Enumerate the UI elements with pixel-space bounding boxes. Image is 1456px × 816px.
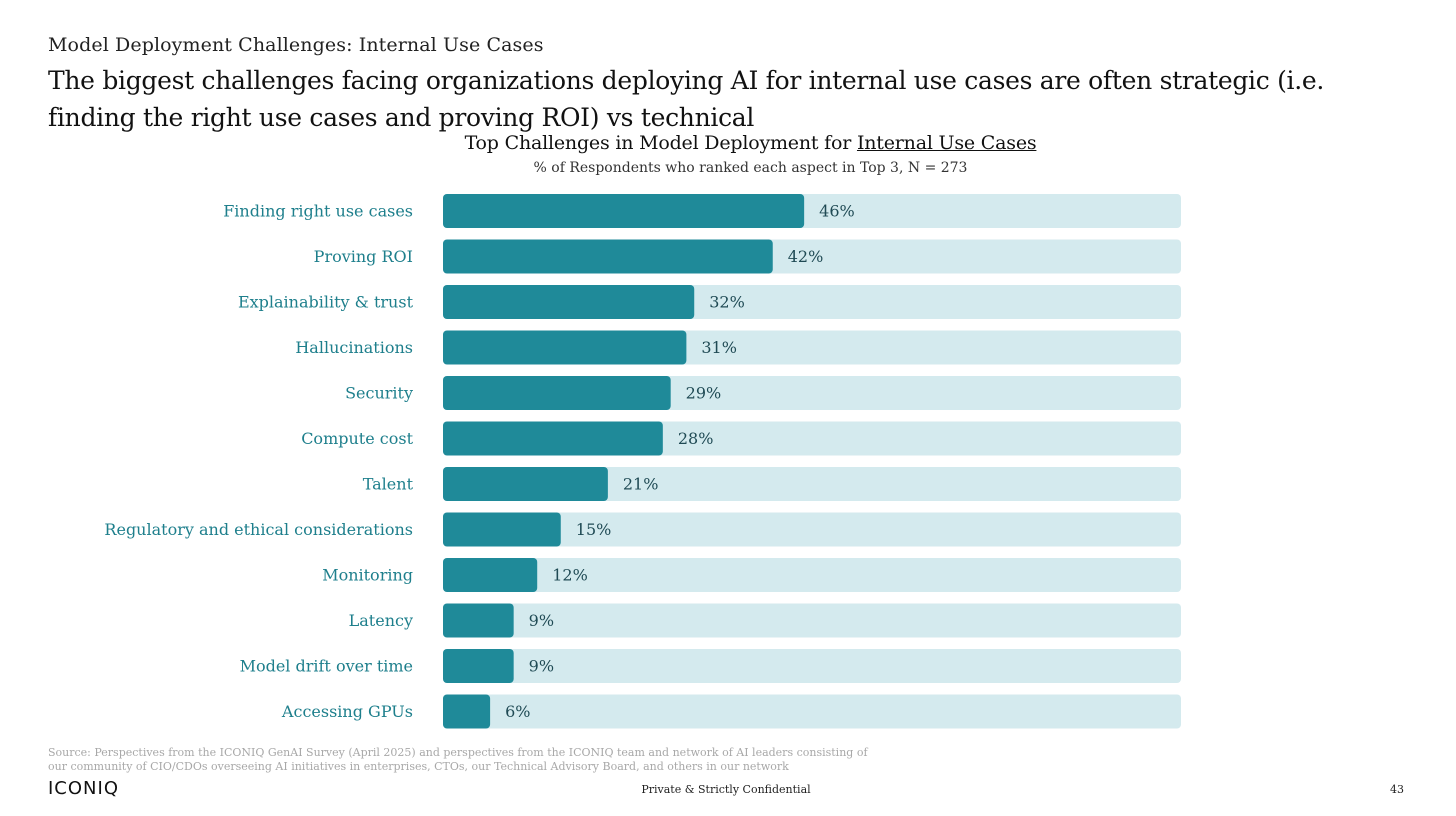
bar [443, 558, 538, 592]
value-label: 9% [529, 611, 554, 630]
bar [443, 603, 514, 638]
bar-track [443, 558, 1181, 592]
bar [443, 194, 805, 228]
confidentiality-note: Private & Strictly Confidential [641, 783, 811, 796]
bar-chart: Finding right use cases 46% Proving ROI 42%… [104, 194, 1181, 729]
chart-title-emphasis: Internal Use Cases [856, 132, 1037, 154]
bar [443, 467, 608, 501]
category-label: Monitoring [322, 566, 413, 585]
value-label: 32% [709, 293, 745, 312]
chart-title: Top Challenges in Model Deployment for I… [0, 132, 1456, 154]
value-label: 46% [819, 202, 855, 221]
value-label: 15% [576, 520, 612, 539]
page-headline: The biggest challenges facing organizati… [48, 66, 1325, 132]
bar [443, 239, 773, 274]
page-number: 43 [1390, 783, 1404, 796]
category-label: Talent [363, 475, 414, 494]
category-label: Latency [349, 611, 413, 630]
bar [443, 376, 671, 410]
bar-track [443, 694, 1181, 729]
category-label: Accessing GPUs [281, 702, 413, 721]
chart-title-prefix: Top Challenges in Model Deployment for [464, 132, 852, 154]
bar-track [443, 512, 1181, 547]
value-label: 29% [686, 384, 722, 403]
value-label: 28% [678, 429, 714, 448]
value-label: 31% [701, 338, 737, 357]
bar [443, 649, 514, 683]
value-label: 9% [529, 657, 554, 676]
bar [443, 694, 491, 729]
category-label: Compute cost [301, 429, 413, 448]
category-label: Model drift over time [240, 657, 413, 676]
bar-track [443, 603, 1181, 638]
category-label: Proving ROI [314, 247, 413, 266]
value-label: 12% [552, 566, 588, 585]
chart-subtitle: % of Respondents who ranked each aspect … [533, 160, 968, 176]
bar [443, 421, 663, 456]
bar [443, 512, 561, 547]
value-label: 21% [623, 475, 659, 494]
bar [443, 285, 695, 319]
category-label: Hallucinations [295, 338, 413, 357]
category-label: Finding right use cases [223, 202, 413, 221]
source-note: Source: Perspectives from the ICONIQ Gen… [48, 746, 868, 773]
bar-track [443, 467, 1181, 501]
bar [443, 330, 687, 365]
value-label: 42% [788, 247, 824, 266]
value-label: 6% [505, 702, 530, 721]
bar-track [443, 649, 1181, 683]
category-label: Explainability & trust [238, 293, 414, 312]
iconiq-logo: ICONIQ [48, 778, 119, 799]
section-label: Model Deployment Challenges: Internal Us… [48, 34, 544, 56]
category-label: Regulatory and ethical considerations [104, 520, 413, 539]
category-label: Security [345, 384, 413, 403]
